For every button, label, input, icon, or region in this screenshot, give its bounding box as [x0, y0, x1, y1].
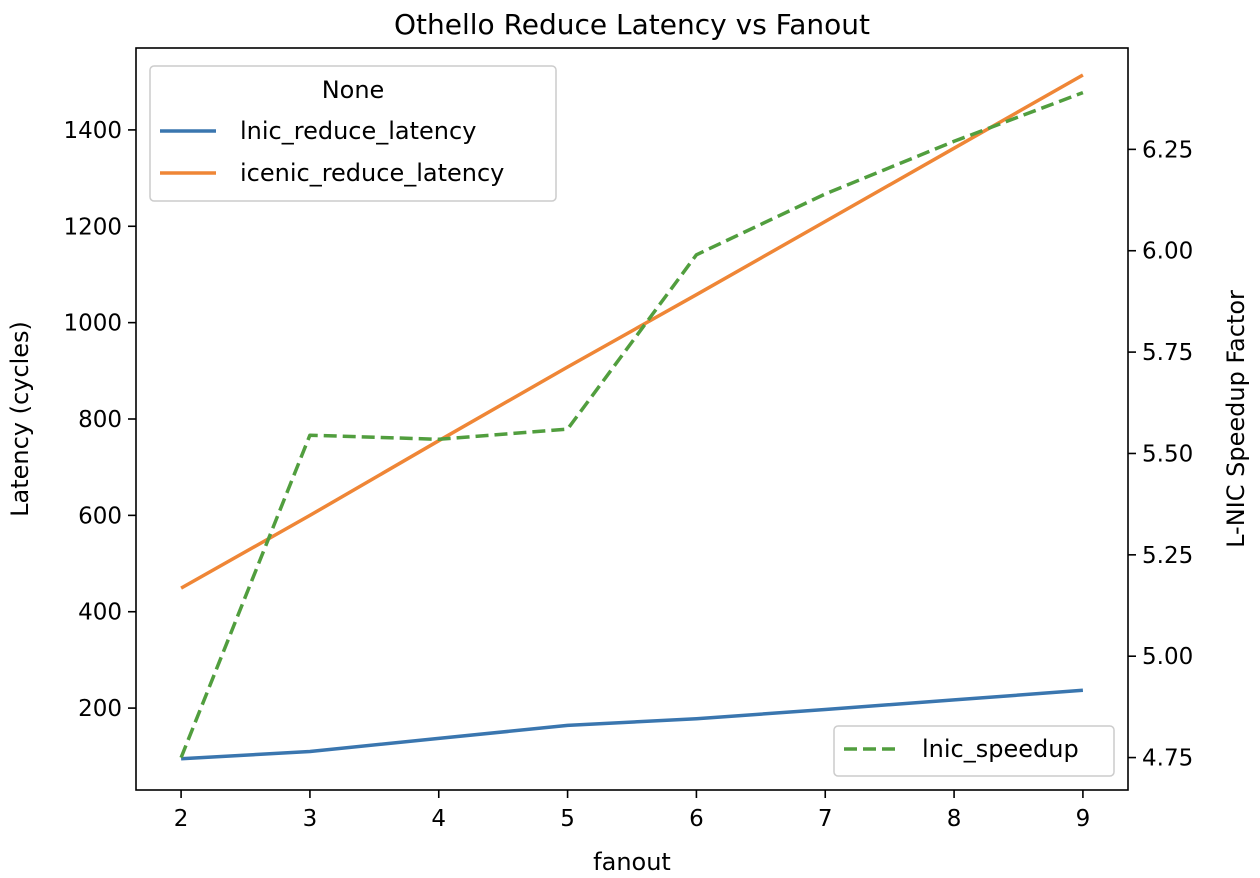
- legend-right: lnic_speedup: [833, 725, 1115, 777]
- y-tick-label: 1000: [63, 311, 122, 337]
- y2-tick-label: 5.00: [1142, 644, 1193, 670]
- y2-axis-ticks: 4.75 5.00 5.25 5.50 5.75 6.00 6.25: [1128, 137, 1193, 772]
- y2-tick-label: 4.75: [1142, 746, 1193, 772]
- x-tick-label: 4: [431, 806, 446, 832]
- legend-label-lnic-reduce-latency: lnic_reduce_latency: [240, 117, 476, 145]
- plot-frame: [135, 47, 1129, 791]
- x-tick-label: 5: [560, 806, 575, 832]
- y2-tick-label: 5.25: [1142, 543, 1193, 569]
- series-line-lnic-reduce-latency: [181, 688, 1084, 761]
- y2-tick-label: 6.25: [1142, 137, 1193, 163]
- legend-label-icenic-reduce-latency: icenic_reduce_latency: [240, 159, 504, 187]
- chart-title: Othello Reduce Latency vs Fanout: [394, 8, 870, 41]
- x-tick-label: 2: [174, 806, 189, 832]
- y2-tick-label: 6.00: [1142, 239, 1193, 265]
- y-tick-label: 1200: [63, 214, 122, 240]
- x-tick-label: 8: [947, 806, 962, 832]
- legend-left-box: [149, 65, 557, 202]
- series-line-lnic-speedup: [179, 90, 1084, 759]
- y-axis-ticks: 200 400 600 800 1000 1200 1400: [63, 118, 136, 722]
- y-tick-label: 400: [78, 600, 122, 626]
- y-tick-label: 800: [78, 407, 122, 433]
- legend-left-title: None: [322, 76, 385, 104]
- series-line-icenic-reduce-latency: [180, 73, 1084, 590]
- x-axis-label: fanout: [593, 848, 671, 876]
- y-tick-label: 200: [78, 696, 122, 722]
- x-tick-label: 7: [818, 806, 833, 832]
- y-axis-label: Latency (cycles): [6, 321, 34, 517]
- x-axis-ticks: 2 3 4 5 6 7 8 9: [174, 790, 1090, 832]
- y2-axis-label: L-NIC Speedup Factor: [1222, 290, 1250, 548]
- y2-tick-label: 5.50: [1142, 441, 1193, 467]
- x-tick-label: 3: [303, 806, 318, 832]
- y2-tick-label: 5.75: [1142, 340, 1193, 366]
- y-tick-label: 1400: [63, 118, 122, 144]
- x-tick-label: 9: [1076, 806, 1091, 832]
- series-layer: [179, 73, 1084, 761]
- legend-left: None lnic_reduce_latency icenic_reduce_l…: [149, 65, 557, 202]
- legend-label-lnic-speedup: lnic_speedup: [922, 735, 1079, 763]
- x-tick-label: 6: [689, 806, 704, 832]
- y-tick-label: 600: [78, 503, 122, 529]
- legend-right-box: [833, 725, 1115, 777]
